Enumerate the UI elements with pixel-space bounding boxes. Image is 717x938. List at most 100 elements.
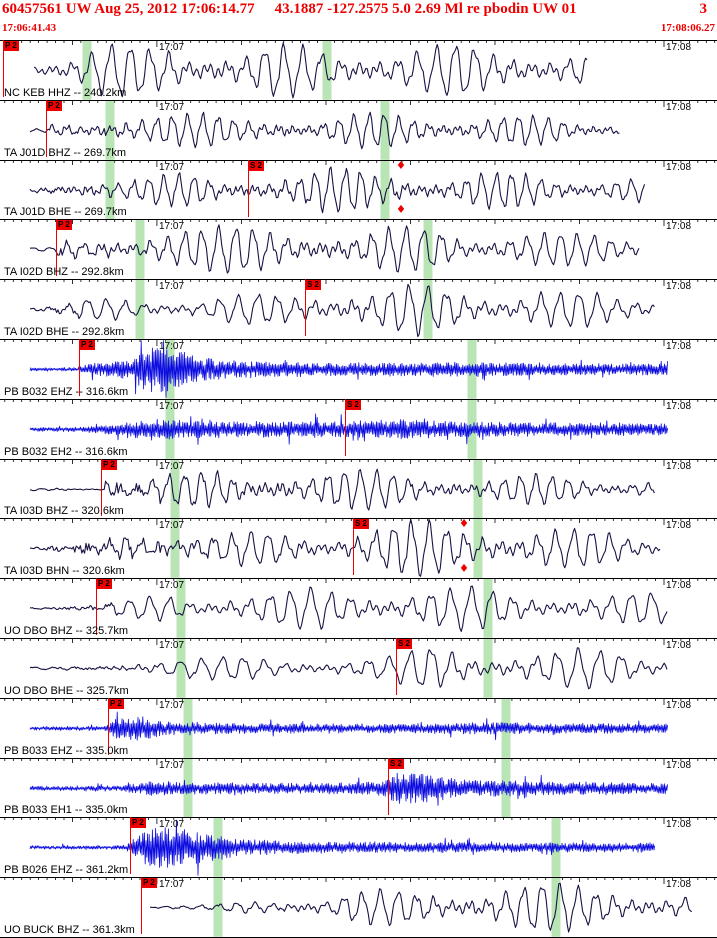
time-ticks (4, 219, 716, 227)
phase-pick-flag[interactable]: P 2 (96, 579, 112, 590)
waveform-panel-uo-dbo-bhe[interactable]: S 2 17:07 17:08 UO DBO BHE -- 325.7km (0, 637, 717, 698)
waveform-panel-pb-b033-ehz[interactable]: P 2 17:07 17:08 PB B033 EHZ -- 335.0km (0, 697, 717, 758)
time-ticks (4, 578, 716, 586)
minute-label: 17:08 (666, 580, 692, 592)
trace-plot (0, 398, 717, 459)
waveform-trace (29, 711, 668, 741)
phase-pick-flag[interactable]: P 2 (101, 459, 117, 470)
event-header: 60457561 UW Aug 25, 2012 17:06:14.77 43.… (0, 0, 717, 40)
waveform-trace (29, 111, 620, 150)
waveform-panel-uo-dbo-bhz[interactable]: P 2 17:07 17:08 UO DBO BHZ -- 325.7km (0, 578, 717, 638)
page-number: 3 (699, 1, 708, 17)
phase-pick-line[interactable] (56, 219, 57, 277)
predicted-arrival-band (483, 638, 493, 698)
phase-pick-line[interactable] (101, 458, 102, 516)
minute-label: 17:08 (666, 879, 692, 891)
waveform-trace (29, 647, 668, 690)
phase-pick-line[interactable] (345, 398, 346, 456)
phase-pick-line[interactable] (130, 817, 131, 875)
predicted-arrival-band (82, 40, 92, 100)
phase-pick-line[interactable] (353, 518, 354, 576)
phase-pick-line[interactable] (46, 99, 47, 157)
waveform-trace (29, 468, 655, 511)
phase-pick-flag[interactable]: S 2 (388, 758, 405, 769)
pick-marker-diamond[interactable] (460, 564, 468, 573)
trace-plot (0, 279, 717, 339)
waveform-panel-ta-i02d-bhe[interactable]: S 2 17:07 17:08 TA I02D BHE -- 292.8km (0, 279, 717, 339)
minute-label: 17:08 (666, 520, 692, 532)
minute-label: 17:08 (666, 460, 692, 472)
phase-pick-line[interactable] (3, 40, 4, 97)
minute-label: 17:07 (159, 580, 185, 592)
minute-label: 17:08 (666, 161, 692, 173)
phase-pick-flag[interactable]: P 2 (141, 878, 157, 889)
minute-label: 17:08 (666, 101, 692, 113)
phase-pick-flag[interactable]: P 2 (130, 818, 146, 829)
waveform-trace (29, 772, 668, 806)
minute-label: 17:07 (159, 42, 185, 53)
minute-label: 17:07 (159, 819, 185, 831)
waveform-panel-ta-i03d-bhn[interactable]: S 2 17:07 17:08 TA I03D BHN -- 320.6km (0, 518, 717, 579)
predicted-arrival-band (380, 100, 390, 160)
minute-label: 17:07 (159, 281, 185, 293)
time-ticks (4, 338, 716, 346)
waveform-panel-ta-i03d-bhz[interactable]: P 2 17:07 17:08 TA I03D BHZ -- 320.6km (0, 458, 717, 519)
station-label: TA I03D BHZ -- 320.6km (4, 505, 124, 518)
waveform-panel-ta-i02d-bhz[interactable]: P 2 17:07 17:08 TA I02D BHZ -- 292.8km (0, 219, 717, 280)
phase-pick-line[interactable] (96, 578, 97, 636)
waveform-trace (149, 882, 693, 933)
station-label: PB B033 EH1 -- 335.0km (4, 804, 128, 817)
phase-pick-flag[interactable]: S 2 (305, 280, 322, 291)
pick-marker-diamond[interactable] (397, 204, 405, 213)
waveform-panel-ta-j01d-bhe[interactable]: S 2 17:07 17:08 TA J01D BHE -- 269.7km (0, 159, 717, 220)
phase-pick-line[interactable] (248, 159, 249, 217)
waveform-panel-pb-b032-ehz[interactable]: P 2 17:07 17:08 PB B032 EHZ -- 316.6km (0, 338, 717, 399)
waveform-panel-pb-b033-eh1[interactable]: S 2 17:07 17:08 PB B033 EH1 -- 335.0km (0, 757, 717, 818)
predicted-arrival-band (105, 100, 115, 160)
phase-pick-line[interactable] (79, 338, 80, 396)
time-ticks (4, 757, 716, 765)
minute-label: 17:08 (666, 281, 692, 293)
trace-plot (0, 697, 717, 758)
phase-pick-flag[interactable]: S 2 (396, 638, 413, 649)
phase-pick-line[interactable] (141, 877, 142, 935)
station-label: TA I02D BHZ -- 292.8km (4, 266, 124, 279)
waveform-panel-pb-b032-eh2[interactable]: S 2 17:07 17:08 PB B032 EH2 -- 316.6km (0, 398, 717, 459)
predicted-arrival-band (105, 160, 115, 220)
phase-pick-flag[interactable]: P 2 (3, 41, 19, 51)
phase-pick-flag[interactable]: S 2 (353, 519, 370, 530)
phase-pick-flag[interactable]: P 2 (46, 100, 62, 111)
waveform-panel-nc-keb-hhz[interactable]: P 2 17:07 17:08 NC KEB HHZ -- 240.2km (0, 40, 717, 100)
predicted-arrival-band (135, 280, 145, 339)
phase-pick-line[interactable] (305, 279, 306, 337)
phase-pick-flag[interactable]: P 2 (108, 698, 124, 709)
phase-pick-flag[interactable]: S 2 (345, 399, 362, 410)
time-ticks (4, 99, 716, 107)
phase-pick-flag[interactable]: P 2 (56, 220, 72, 231)
phase-pick-line[interactable] (108, 697, 109, 755)
phase-pick-flag[interactable]: P 2 (79, 339, 95, 350)
time-ticks (4, 398, 716, 406)
predicted-arrival-band (135, 220, 145, 280)
event-location-magnitude: 43.1887 -127.2575 5.0 2.69 Ml re pbodin … (274, 1, 577, 17)
minute-label: 17:08 (666, 221, 692, 233)
waveform-trace (29, 224, 640, 275)
minute-label: 17:07 (159, 759, 185, 771)
phase-pick-line[interactable] (388, 757, 389, 815)
pick-marker-diamond[interactable] (460, 519, 468, 528)
pick-marker-diamond[interactable] (397, 160, 405, 169)
event-summary: 60457561 UW Aug 25, 2012 17:06:14.77 (2, 1, 255, 17)
minute-label: 17:07 (159, 520, 185, 532)
trace-plot (0, 338, 717, 399)
waveform-panel-uo-buck-bhz[interactable]: P 2 17:07 17:08 UO BUCK BHZ -- 361.3km (0, 877, 717, 937)
waveform-panel-pb-b026-ehz[interactable]: P 2 17:07 17:08 PB B026 EHZ -- 361.2km (0, 817, 717, 878)
waveform-trace (29, 166, 646, 213)
trace-plot (0, 458, 717, 519)
predicted-arrival-band (213, 878, 223, 937)
station-label: PB B032 EH2 -- 316.6km (4, 445, 128, 458)
waveform-panel-ta-j01d-bhz[interactable]: P 2 17:07 17:08 TA J01D BHZ -- 269.7km (0, 99, 717, 160)
time-ticks (4, 877, 716, 885)
phase-pick-line[interactable] (396, 637, 397, 695)
minute-label: 17:07 (159, 460, 185, 472)
phase-pick-flag[interactable]: S 2 (248, 160, 265, 171)
